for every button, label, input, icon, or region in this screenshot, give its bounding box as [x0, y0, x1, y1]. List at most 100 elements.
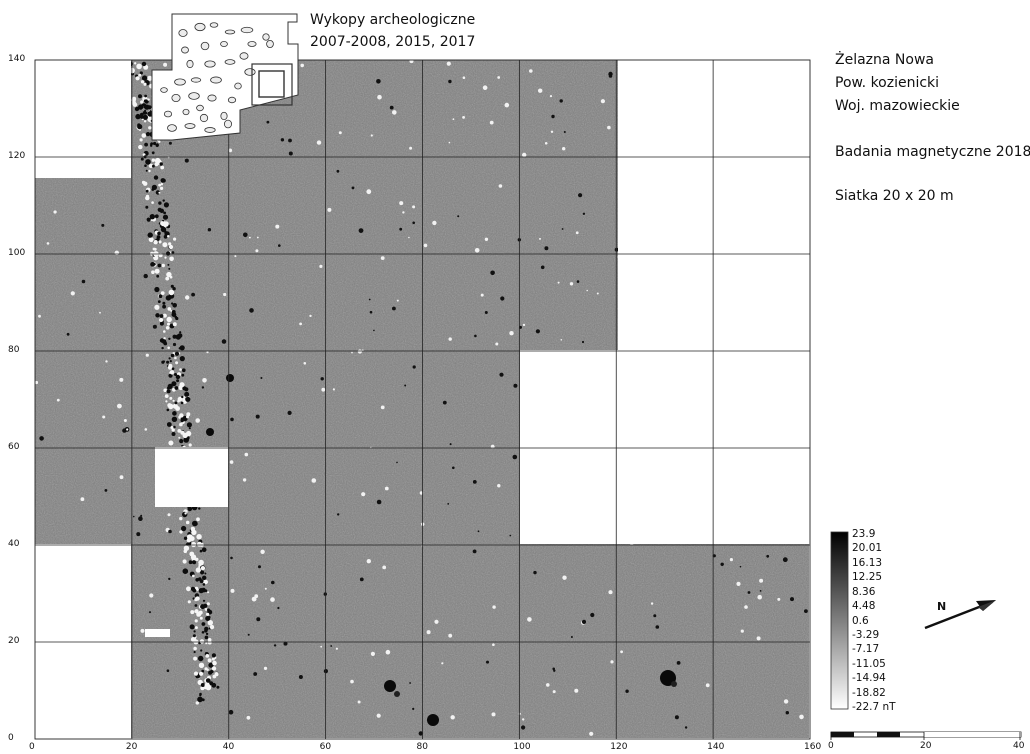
magnetic-anomaly — [409, 682, 411, 684]
magnetic-anomaly — [246, 715, 251, 720]
magnetic-anomaly — [182, 568, 189, 574]
magnetic-anomaly — [43, 103, 46, 106]
magnetic-anomaly — [188, 427, 191, 430]
magnetic-anomaly — [253, 672, 258, 676]
excavation-pit — [188, 92, 200, 100]
magnetic-anomaly — [162, 199, 165, 202]
magnetic-anomaly — [167, 307, 172, 311]
magnetic-anomaly — [418, 731, 423, 736]
magnetic-anomaly — [607, 125, 611, 130]
magnetic-anomaly — [228, 709, 234, 715]
magnetic-anomaly — [144, 164, 147, 167]
magnetic-anomaly — [627, 66, 632, 71]
magnetic-anomaly — [562, 575, 567, 580]
magnetic-anomaly — [151, 158, 155, 162]
magnetic-anomaly — [600, 99, 606, 104]
magnetic-anomaly — [625, 260, 628, 263]
magnetic-anomaly — [283, 641, 288, 646]
magnetic-anomaly — [165, 295, 172, 301]
magnetic-anomaly — [175, 374, 181, 380]
magnetic-anomaly — [169, 275, 173, 279]
magnetic-anomaly — [177, 333, 183, 338]
magnetic-anomaly — [156, 274, 160, 278]
magnetic-anomaly — [151, 151, 155, 155]
magnetic-anomaly — [174, 351, 180, 356]
magnetic-anomaly — [38, 314, 41, 318]
magnetic-anomaly — [522, 323, 526, 327]
magnetic-anomaly — [446, 61, 451, 66]
magnetic-anomaly — [216, 685, 220, 689]
magnetic-anomaly — [63, 587, 66, 590]
magnetic-anomaly — [657, 387, 661, 391]
magnetic-anomaly — [177, 396, 183, 402]
x-tick-label: 20 — [125, 742, 138, 752]
magnetic-anomaly — [154, 286, 160, 293]
magnetic-anomaly — [316, 140, 322, 145]
magnetic-anomaly — [105, 360, 108, 363]
magnetic-anomaly — [645, 148, 649, 153]
magnetic-anomaly — [336, 169, 340, 173]
magnetic-anomaly — [730, 114, 735, 118]
excavation-pit — [224, 59, 236, 65]
magnetic-anomaly — [538, 88, 543, 93]
unsurveyed-area — [145, 629, 170, 637]
excavation-pit — [239, 52, 249, 60]
magnetic-anomaly — [376, 713, 381, 718]
magnetic-anomaly — [350, 679, 354, 684]
magnetic-anomaly — [188, 443, 192, 447]
magnetic-anomaly — [99, 311, 101, 314]
magnetic-anomaly — [170, 284, 174, 288]
magnetic-anomaly — [195, 701, 199, 705]
magnetic-anomaly — [143, 120, 147, 123]
magnetic-anomaly — [66, 332, 70, 336]
magnetic-anomaly — [35, 380, 39, 385]
magnetic-anomaly — [448, 79, 452, 84]
magnetic-anomaly — [206, 612, 210, 616]
magnetic-anomaly — [760, 124, 765, 128]
magnetic-anomaly — [153, 141, 157, 146]
magnetic-anomaly — [229, 460, 234, 464]
magnetic-anomaly — [206, 602, 210, 606]
magnetic-anomaly — [620, 650, 623, 654]
magnetic-anomaly — [171, 432, 176, 436]
magnetic-anomaly — [165, 400, 168, 403]
magnetic-anomaly — [497, 484, 501, 488]
magnetic-anomaly — [557, 511, 562, 515]
magnetic-anomaly — [155, 313, 160, 318]
magnetic-anomaly — [474, 334, 477, 338]
magnetic-anomaly — [399, 201, 404, 206]
magnetic-anomaly — [184, 158, 189, 163]
magnetic-anomaly — [127, 626, 129, 629]
x-tick-label: 160 — [804, 742, 822, 752]
magnetic-anomaly — [165, 276, 170, 281]
magnetic-anomaly — [68, 576, 72, 579]
magnetic-anomaly — [208, 670, 213, 675]
magnetic-anomaly — [255, 414, 260, 419]
magnetic-anomaly — [787, 375, 792, 380]
magnetic-anomaly — [167, 386, 170, 390]
magnetic-anomaly — [382, 565, 387, 570]
magnetic-anomaly — [652, 317, 657, 323]
magnetic-anomaly — [185, 396, 191, 402]
magnetic-anomaly — [142, 114, 148, 120]
magnetic-anomaly — [66, 595, 69, 598]
magnetic-anomaly — [280, 138, 285, 142]
magnetic-anomaly — [327, 207, 332, 212]
magnetic-anomaly — [432, 220, 437, 226]
magnetic-anomaly — [67, 567, 72, 572]
magnetic-anomaly — [193, 646, 197, 651]
magnetic-anomaly — [608, 74, 613, 78]
magnetic-anomaly — [243, 232, 248, 238]
magnetic-anomaly — [152, 324, 157, 329]
magnetic-anomaly — [201, 698, 205, 702]
magnetic-anomaly — [179, 345, 185, 351]
magnetic-anomaly — [557, 281, 560, 284]
magnetic-anomaly — [572, 523, 575, 526]
magnetic-anomaly — [139, 138, 143, 142]
magnetic-anomaly — [168, 242, 172, 246]
magnetic-anomaly — [154, 162, 159, 167]
magnetic-anomaly — [782, 557, 788, 563]
magnetic-anomaly — [205, 654, 210, 658]
magnetic-anomaly — [144, 428, 148, 431]
